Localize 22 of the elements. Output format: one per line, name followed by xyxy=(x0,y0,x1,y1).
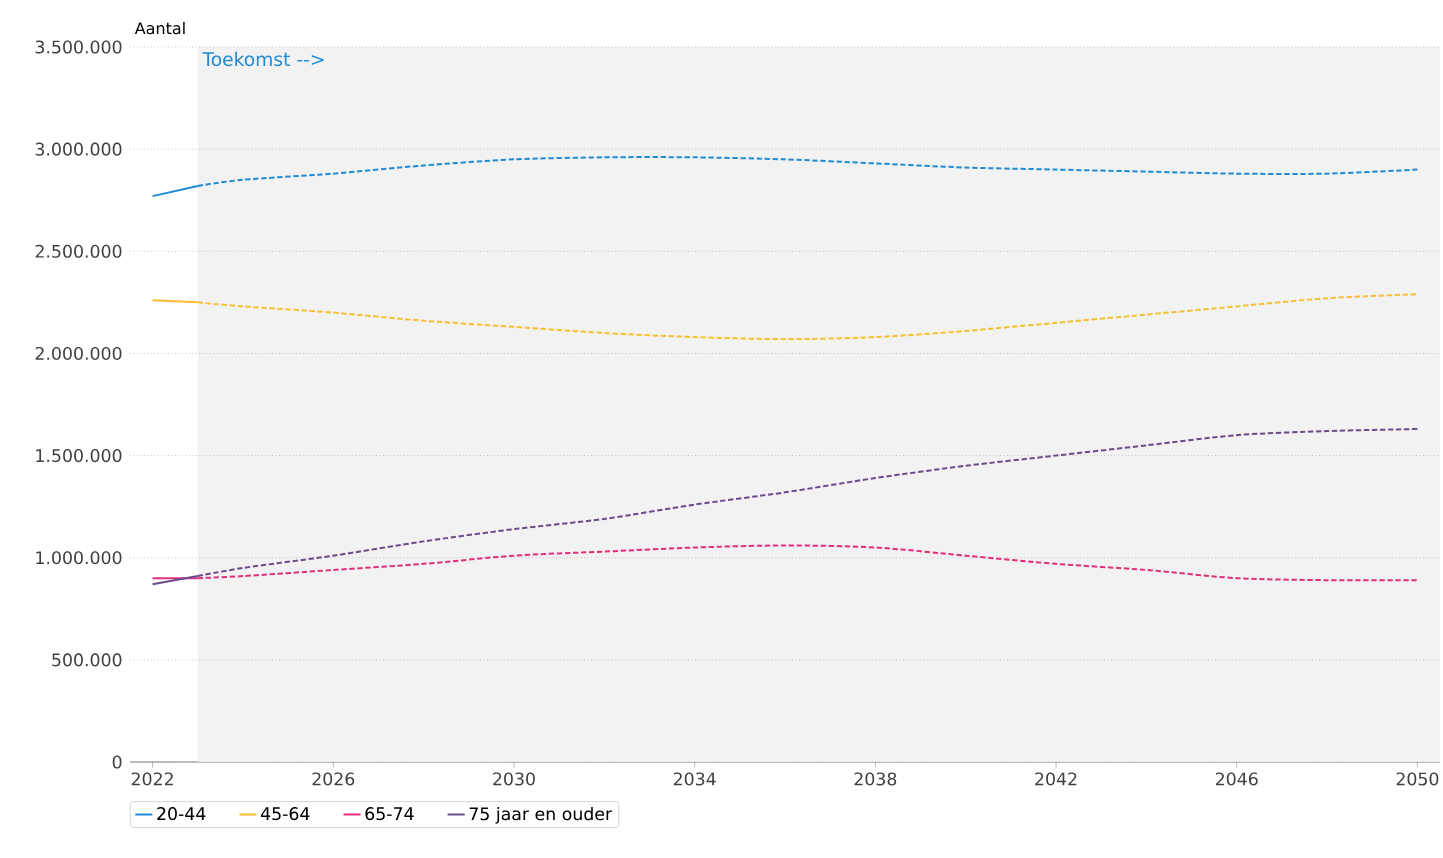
y-axis-title: Aantal xyxy=(134,21,185,35)
y-tick-label: 0 xyxy=(112,755,122,769)
y-tick-label: 1.500.000 xyxy=(36,449,122,463)
legend-label: 20-44 xyxy=(157,807,206,821)
y-tick-label: 3.000.000 xyxy=(35,142,122,156)
x-tick-label: 2038 xyxy=(854,772,897,786)
legend-label: 75 jaar en ouder xyxy=(469,806,613,824)
band-label: Toekomst --> xyxy=(202,51,324,67)
x-tick-label: 2030 xyxy=(493,772,535,786)
x-tick-label: 2042 xyxy=(1035,772,1077,786)
y-tick-label: 3.500.000 xyxy=(35,40,122,54)
x-tick-label: 2046 xyxy=(1215,772,1258,786)
x-tick-label: 2034 xyxy=(673,772,716,786)
y-tick-label: 2.500.000 xyxy=(35,244,122,258)
y-tick-label: 2.000.000 xyxy=(35,346,122,360)
legend-label: 65-74 xyxy=(365,807,414,821)
x-tick-label: 2022 xyxy=(131,772,173,786)
y-tick-label: 1.000.000 xyxy=(36,551,122,565)
y-tick-label: 500.000 xyxy=(52,653,122,667)
x-tick-label: 2026 xyxy=(312,772,355,786)
x-tick-label: 2050 xyxy=(1396,772,1439,786)
legend-label: 45-64 xyxy=(260,807,310,821)
